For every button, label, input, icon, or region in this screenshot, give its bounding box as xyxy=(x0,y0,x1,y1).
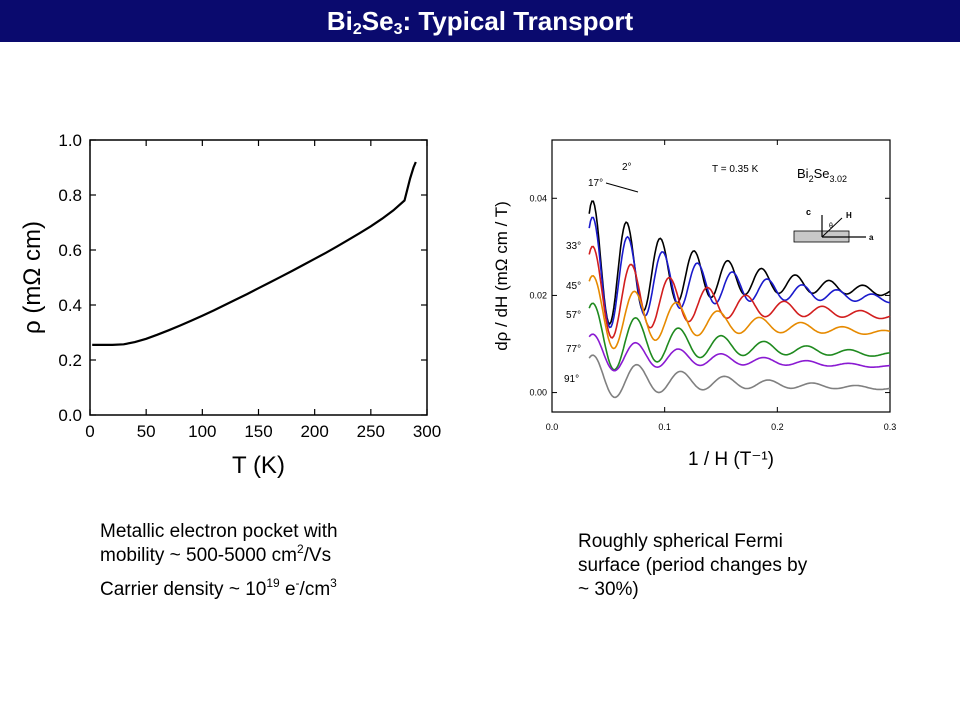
angle-label: 2° xyxy=(622,162,632,173)
fermi-line3: ~ 30%) xyxy=(578,579,639,600)
h-field-arrow xyxy=(821,217,843,238)
angle-label: 91° xyxy=(564,374,579,385)
y-tick-label: 0.8 xyxy=(58,186,82,205)
title-text-bi: Bi xyxy=(326,6,353,36)
y-tick-label: 0.0 xyxy=(58,406,82,425)
material-material_sub2: 3.02 xyxy=(829,174,847,184)
density-unit: /cm xyxy=(299,579,331,600)
oscillation-curve-5 xyxy=(588,333,890,372)
y-tick-label: 1.0 xyxy=(58,131,82,150)
x-tick-label: 150 xyxy=(244,422,272,441)
x-tick-label: 0.1 xyxy=(658,422,671,432)
mobility-sup: 2 xyxy=(296,542,304,556)
x-tick-label: 0.2 xyxy=(771,422,784,432)
x-tick-label: 250 xyxy=(357,422,385,441)
angle-label: 33° xyxy=(566,241,581,252)
material-material_sub1: 2 xyxy=(809,174,814,184)
x-axis-label: 1 / H (T⁻¹) xyxy=(688,449,774,470)
right-notes: Roughly spherical Fermi surface (period … xyxy=(578,530,898,602)
inset-a-label: a xyxy=(869,233,874,242)
density-text: Carrier density ~ 10 xyxy=(100,579,267,600)
x-tick-label: 300 xyxy=(413,422,441,441)
density-exp: 19 xyxy=(266,576,280,590)
inset-c-label: c xyxy=(806,207,811,217)
left-notes: Metallic electron pocket with mobility ~… xyxy=(100,520,420,612)
y-tick-label: 0.04 xyxy=(529,193,547,203)
density-unit-exp: 3 xyxy=(330,576,337,590)
inset-h-label: H xyxy=(846,211,852,220)
title-sub-3: 3 xyxy=(393,21,403,38)
resistivity-curve xyxy=(92,161,417,346)
temperature-annotation: T = 0.35 K xyxy=(712,164,759,175)
inset-theta-label: θ xyxy=(829,223,833,230)
y-axis-label: dρ / dH (mΩ cm / T) xyxy=(492,201,511,351)
angle-label: 57° xyxy=(566,310,581,321)
slide-title: Bi2Se3: Typical Transport xyxy=(0,0,960,42)
y-tick-label: 0.02 xyxy=(529,290,547,300)
mobility-note: Metallic electron pocket with mobility ~… xyxy=(100,520,420,568)
x-tick-label: 100 xyxy=(188,422,216,441)
x-tick-label: 50 xyxy=(137,422,156,441)
y-tick-label: 0.2 xyxy=(58,351,82,370)
title-sub-2: 2 xyxy=(352,21,362,38)
density-note: Carrier density ~ 1019 e-/cm3 xyxy=(100,576,420,602)
oscillation-curve-2 xyxy=(588,245,891,339)
angle-label: 77° xyxy=(566,344,581,355)
x-tick-label: 0.3 xyxy=(884,422,897,432)
y-tick-label: 0.4 xyxy=(58,296,82,315)
title-text-rest: : Typical Transport xyxy=(402,6,634,36)
oscillation-curve-3 xyxy=(588,274,891,350)
fermi-line1: Roughly spherical Fermi xyxy=(578,531,783,552)
x-tick-label: 200 xyxy=(300,422,328,441)
label-pointer xyxy=(605,182,639,193)
y-axis-label: ρ (mΩ cm) xyxy=(19,221,46,334)
fermi-line2: surface (period changes by xyxy=(578,555,808,576)
mobility-line1: Metallic electron pocket with xyxy=(100,521,338,542)
density-minus: - xyxy=(295,576,300,590)
material-annotation: Bi2Se3.02 xyxy=(797,166,847,184)
x-tick-label: 0.0 xyxy=(546,422,559,432)
angle-label: 45° xyxy=(566,281,581,292)
title-text-se: Se xyxy=(361,6,394,36)
oscillation-curve-6 xyxy=(588,354,891,399)
mobility-unit: /Vs xyxy=(303,545,332,566)
material-material_mid: Se xyxy=(814,166,830,181)
y-tick-label: 0.6 xyxy=(58,241,82,260)
plot-frame xyxy=(551,139,891,413)
mobility-line2: mobility ~ 500-5000 cm xyxy=(100,545,297,566)
oscillation-curve-4 xyxy=(588,302,891,371)
density-e: e xyxy=(279,579,296,600)
angle-label: 17° xyxy=(588,178,603,189)
material-material_main: Bi xyxy=(797,166,809,181)
y-tick-label: 0.00 xyxy=(529,388,547,398)
x-axis-label: T (K) xyxy=(232,452,285,479)
x-tick-label: 0 xyxy=(85,422,94,441)
